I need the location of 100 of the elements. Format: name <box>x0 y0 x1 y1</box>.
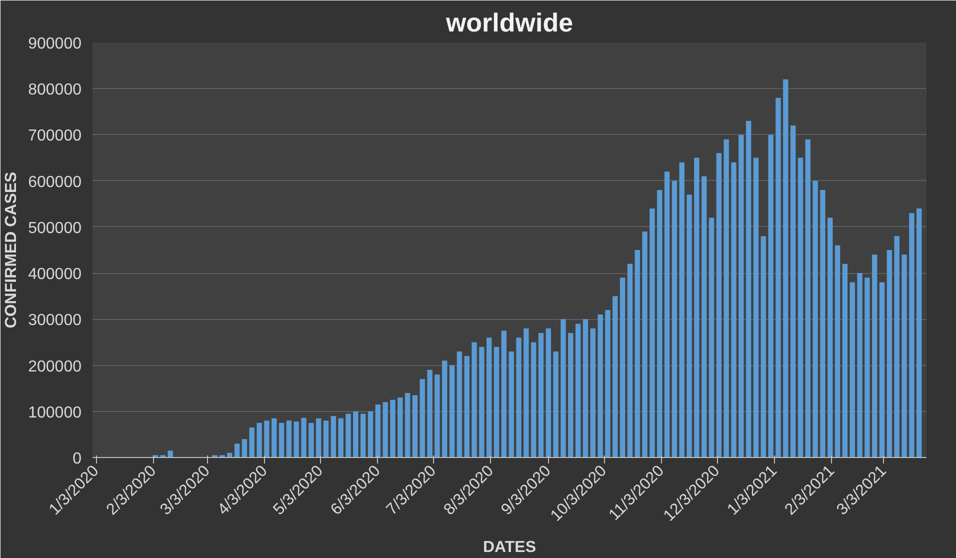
bar <box>464 356 470 458</box>
bar <box>708 218 714 458</box>
bar <box>338 418 344 458</box>
y-tick-label: 200000 <box>28 358 82 376</box>
bar <box>404 392 410 458</box>
bar <box>664 172 670 458</box>
bar <box>783 79 788 458</box>
bar <box>308 422 314 458</box>
bar <box>456 351 462 458</box>
bar <box>294 422 299 458</box>
bar <box>501 330 507 458</box>
bar <box>590 328 596 458</box>
bar <box>368 411 374 458</box>
bar <box>553 351 558 458</box>
bar <box>650 208 655 458</box>
bar <box>679 162 684 458</box>
y-tick-label: 100000 <box>28 404 82 422</box>
bar <box>820 190 826 458</box>
bar <box>360 414 366 458</box>
bar <box>382 402 388 458</box>
x-axis-title: DATES <box>482 538 536 556</box>
y-tick-label: 300000 <box>28 312 82 330</box>
bar <box>724 139 729 458</box>
bar <box>486 338 492 458</box>
bar <box>805 139 810 458</box>
bar <box>620 278 626 458</box>
y-tick-label: 800000 <box>28 82 82 99</box>
bar <box>323 420 329 458</box>
bar <box>390 400 396 458</box>
y-tick-label: 900000 <box>28 36 82 52</box>
bar <box>449 365 455 458</box>
bar <box>353 411 358 458</box>
bar <box>472 342 477 458</box>
bar <box>286 420 292 458</box>
bar <box>850 282 855 458</box>
bar <box>902 254 907 458</box>
bar <box>494 346 500 458</box>
bar <box>278 422 284 458</box>
bar <box>538 333 544 458</box>
bar <box>546 328 552 458</box>
bar <box>412 395 418 458</box>
bar <box>812 180 818 458</box>
bar <box>746 120 752 458</box>
bar <box>316 418 322 458</box>
bar <box>612 296 618 458</box>
bar <box>657 190 662 458</box>
bar <box>916 208 922 458</box>
bar <box>886 250 892 458</box>
bar <box>264 420 270 458</box>
bar <box>627 264 633 458</box>
bar <box>272 418 277 458</box>
bar <box>842 264 848 458</box>
bar <box>798 158 804 458</box>
bar <box>702 176 707 458</box>
bar <box>598 314 603 458</box>
bar <box>716 153 722 458</box>
bar <box>642 232 648 458</box>
bar <box>582 319 588 458</box>
bar <box>731 162 736 458</box>
bar <box>738 134 744 458</box>
bar <box>672 180 678 458</box>
bar <box>524 328 529 458</box>
bar <box>857 273 862 458</box>
y-tick-label: 600000 <box>28 174 82 191</box>
bar <box>575 324 581 458</box>
bar <box>634 250 640 458</box>
bar <box>479 346 484 458</box>
bar <box>398 398 403 458</box>
y-tick-label: 700000 <box>28 128 82 145</box>
bar <box>872 254 878 458</box>
bar <box>760 236 766 458</box>
bar <box>568 333 574 458</box>
bar <box>427 370 432 458</box>
y-tick-label: 500000 <box>28 220 82 237</box>
bar <box>686 194 692 458</box>
bar <box>790 126 796 458</box>
bar <box>516 338 522 458</box>
bar <box>375 404 381 458</box>
bar <box>301 418 306 458</box>
bar <box>768 134 774 458</box>
bar <box>753 158 759 458</box>
y-tick-label: 0 <box>72 450 82 468</box>
bar <box>828 218 833 458</box>
chart-title: worldwide <box>444 8 574 38</box>
bar <box>909 213 914 458</box>
bar <box>256 422 262 458</box>
bar <box>694 158 700 458</box>
bar <box>242 439 248 458</box>
bar <box>234 444 240 458</box>
bar <box>531 342 536 458</box>
bar <box>894 236 900 458</box>
bar <box>420 379 425 458</box>
bar <box>346 414 351 458</box>
bar <box>776 98 781 458</box>
y-axis-title: CONFIRMED CASES <box>3 171 20 328</box>
bar <box>560 319 566 458</box>
bar <box>879 282 885 458</box>
bar <box>442 360 448 458</box>
bar <box>864 278 870 458</box>
bar <box>434 374 440 458</box>
